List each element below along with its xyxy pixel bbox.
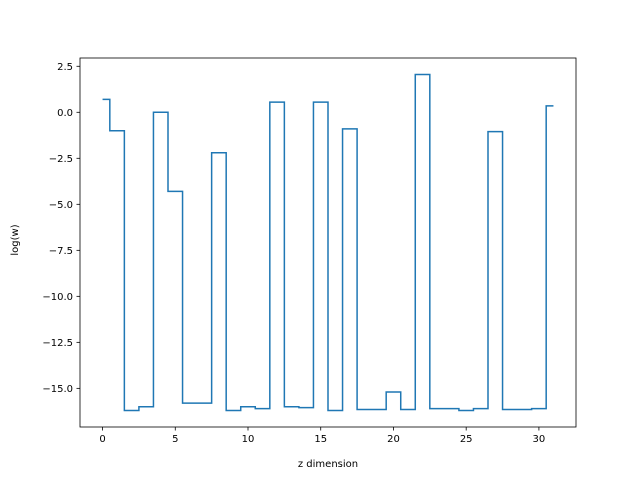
y-tick-label: −7.5 <box>49 246 73 257</box>
axes-frame <box>79 57 577 428</box>
y-tick-label: 2.5 <box>57 62 73 73</box>
y-tick-label: −10.0 <box>42 292 73 303</box>
x-tick-label: 0 <box>99 434 105 445</box>
y-axis-label: log(w) <box>10 224 21 255</box>
axes: 0 5 10 15 20 25 30 2.5 0.0 −2.5 −5.0 −7.5 −10.0 −12.5… <box>42 57 577 445</box>
x-tick-label: 20 <box>387 434 400 445</box>
y-tick-label: −5.0 <box>49 200 73 211</box>
y-tick-label: −2.5 <box>49 154 73 165</box>
x-axis-label: z dimension <box>298 459 358 470</box>
series-line-0 <box>102 73 554 412</box>
x-tick-label: 25 <box>460 434 473 445</box>
y-tick-label: 0.0 <box>57 108 73 119</box>
y-tick-label: −12.5 <box>42 338 73 349</box>
x-tick-label: 30 <box>533 434 546 445</box>
x-tick-label: 10 <box>242 434 255 445</box>
x-tick-label: 15 <box>314 434 327 445</box>
x-tick-label: 5 <box>172 434 178 445</box>
plot-area <box>102 73 554 412</box>
y-tick-label: −15.0 <box>42 384 73 395</box>
